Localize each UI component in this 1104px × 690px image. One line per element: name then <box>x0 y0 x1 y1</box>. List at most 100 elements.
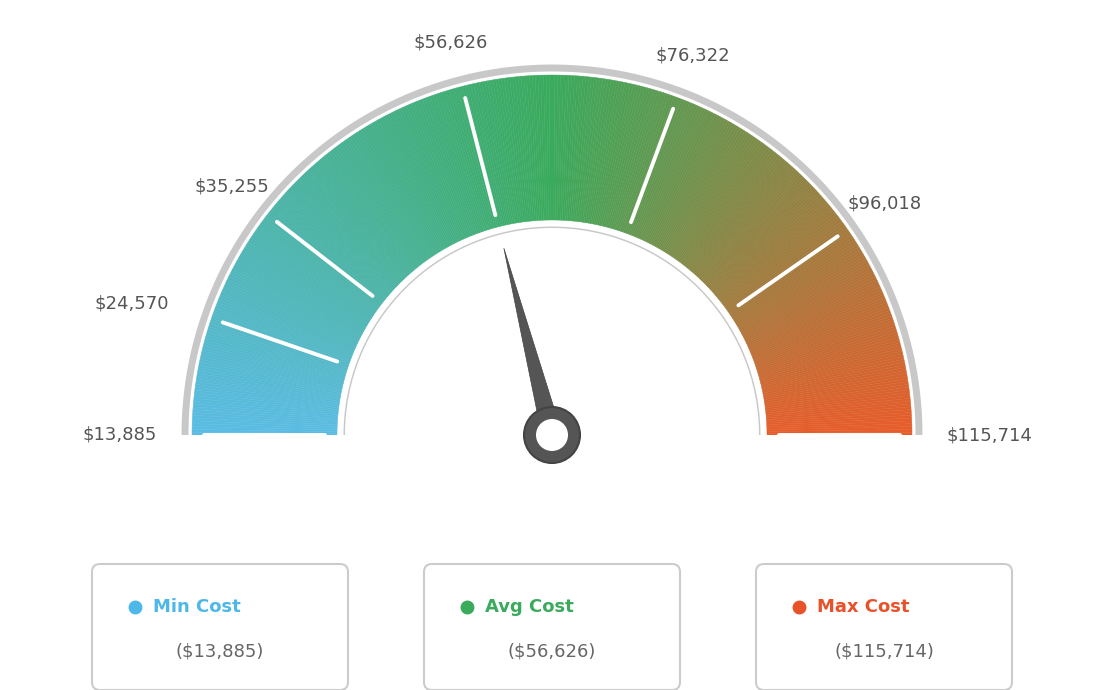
Wedge shape <box>200 357 342 390</box>
Wedge shape <box>733 242 858 322</box>
Wedge shape <box>371 122 446 249</box>
Text: $24,570: $24,570 <box>94 295 169 313</box>
Wedge shape <box>304 172 405 279</box>
FancyBboxPatch shape <box>424 564 680 690</box>
Wedge shape <box>199 365 341 395</box>
Wedge shape <box>755 316 893 366</box>
Wedge shape <box>532 75 542 220</box>
Wedge shape <box>758 337 900 378</box>
Wedge shape <box>767 429 912 433</box>
Wedge shape <box>739 257 867 330</box>
Wedge shape <box>465 85 502 226</box>
Wedge shape <box>427 97 479 233</box>
Wedge shape <box>704 181 808 284</box>
Wedge shape <box>516 77 532 221</box>
Wedge shape <box>705 182 810 286</box>
Wedge shape <box>765 382 909 405</box>
Text: ($115,714): ($115,714) <box>834 642 934 660</box>
Wedge shape <box>749 289 882 350</box>
Wedge shape <box>661 125 737 250</box>
Wedge shape <box>214 308 351 361</box>
Wedge shape <box>470 83 506 226</box>
Wedge shape <box>224 284 357 346</box>
Wedge shape <box>628 98 682 235</box>
Wedge shape <box>474 83 507 225</box>
Wedge shape <box>541 75 546 220</box>
Wedge shape <box>660 124 735 250</box>
Wedge shape <box>468 84 503 226</box>
Text: $13,885: $13,885 <box>83 426 157 444</box>
Wedge shape <box>454 88 496 228</box>
Wedge shape <box>193 398 338 415</box>
Wedge shape <box>338 144 426 262</box>
Wedge shape <box>657 121 731 248</box>
Wedge shape <box>720 210 835 302</box>
Wedge shape <box>625 97 677 233</box>
Wedge shape <box>297 179 401 283</box>
Wedge shape <box>604 86 641 227</box>
Wedge shape <box>752 302 888 357</box>
Wedge shape <box>757 329 896 373</box>
Wedge shape <box>744 272 874 339</box>
Wedge shape <box>763 368 906 396</box>
Wedge shape <box>675 139 760 259</box>
Wedge shape <box>658 122 733 249</box>
Circle shape <box>524 407 580 463</box>
Wedge shape <box>691 161 788 273</box>
Wedge shape <box>205 335 346 377</box>
Wedge shape <box>624 95 673 233</box>
Wedge shape <box>200 359 342 391</box>
Wedge shape <box>577 77 597 221</box>
Wedge shape <box>476 83 509 225</box>
Wedge shape <box>611 88 652 228</box>
Wedge shape <box>637 105 698 238</box>
Wedge shape <box>587 80 614 223</box>
Wedge shape <box>463 86 500 227</box>
Wedge shape <box>412 102 469 237</box>
Wedge shape <box>733 239 856 319</box>
Wedge shape <box>286 190 394 290</box>
Wedge shape <box>195 382 339 405</box>
Wedge shape <box>643 108 705 240</box>
Wedge shape <box>767 418 912 426</box>
Wedge shape <box>730 233 851 315</box>
Wedge shape <box>361 128 439 253</box>
Wedge shape <box>654 118 725 246</box>
Wedge shape <box>192 426 337 432</box>
Wedge shape <box>278 199 390 295</box>
Wedge shape <box>677 142 764 261</box>
Wedge shape <box>197 376 340 402</box>
Wedge shape <box>722 215 838 304</box>
Wedge shape <box>617 92 664 230</box>
Wedge shape <box>767 421 912 428</box>
Wedge shape <box>766 406 911 420</box>
Wedge shape <box>581 78 603 222</box>
Wedge shape <box>284 193 393 292</box>
Wedge shape <box>408 104 468 237</box>
Wedge shape <box>631 100 687 236</box>
Wedge shape <box>766 401 911 417</box>
Wedge shape <box>487 80 516 224</box>
Wedge shape <box>622 95 671 232</box>
Wedge shape <box>758 335 899 377</box>
Wedge shape <box>644 109 708 242</box>
Wedge shape <box>709 188 816 289</box>
Wedge shape <box>359 130 438 253</box>
Wedge shape <box>724 219 841 307</box>
Wedge shape <box>594 82 625 224</box>
Wedge shape <box>708 186 815 288</box>
Wedge shape <box>261 221 379 308</box>
Wedge shape <box>280 197 391 294</box>
Wedge shape <box>635 102 692 237</box>
Wedge shape <box>220 295 354 353</box>
Wedge shape <box>690 159 786 271</box>
Wedge shape <box>723 217 840 306</box>
Wedge shape <box>311 165 410 275</box>
FancyBboxPatch shape <box>92 564 348 690</box>
Wedge shape <box>741 264 870 335</box>
Wedge shape <box>729 230 850 314</box>
Wedge shape <box>751 297 885 354</box>
Wedge shape <box>435 94 484 232</box>
Wedge shape <box>215 305 351 359</box>
Wedge shape <box>257 226 378 311</box>
